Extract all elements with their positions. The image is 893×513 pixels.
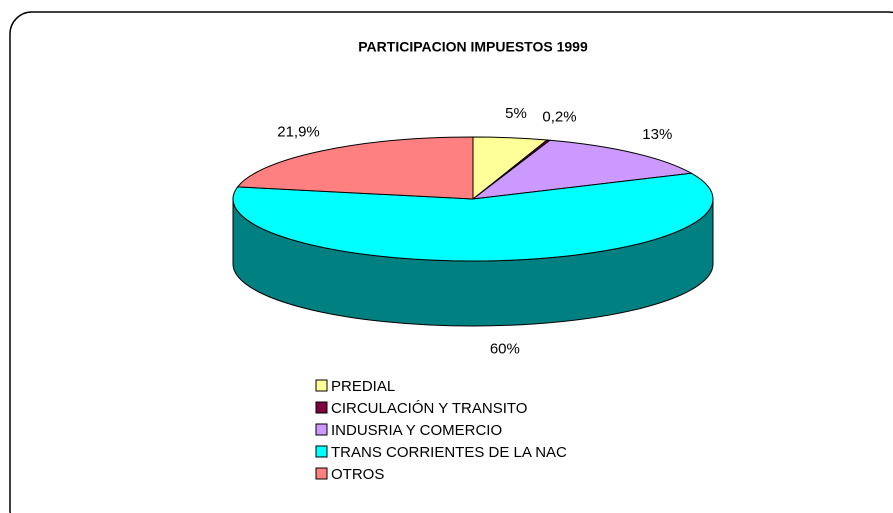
data-label: 0,2% xyxy=(542,108,576,125)
data-label: 60% xyxy=(490,340,520,357)
legend-swatch xyxy=(315,401,328,414)
legend-label: CIRCULACIÓN Y TRANSITO xyxy=(331,400,527,417)
data-label: 5% xyxy=(505,105,527,122)
pie-slice xyxy=(232,172,714,262)
legend-label: PREDIAL xyxy=(331,378,395,395)
legend-swatch xyxy=(315,379,328,392)
data-label: 13% xyxy=(642,126,672,143)
data-label: 21,9% xyxy=(277,123,320,140)
legend-swatch xyxy=(315,467,328,480)
legend-swatch xyxy=(315,423,328,436)
legend-swatch xyxy=(315,445,328,458)
legend-label: INDUSRIA Y COMERCIO xyxy=(331,422,502,439)
pie-slice xyxy=(236,136,474,200)
chart-title: PARTICIPACION IMPUESTOS 1999 xyxy=(358,39,588,55)
pie-slice xyxy=(471,139,693,200)
legend-label: OTROS xyxy=(331,466,384,483)
legend-label: TRANS CORRIENTES DE LA NAC xyxy=(331,444,567,461)
